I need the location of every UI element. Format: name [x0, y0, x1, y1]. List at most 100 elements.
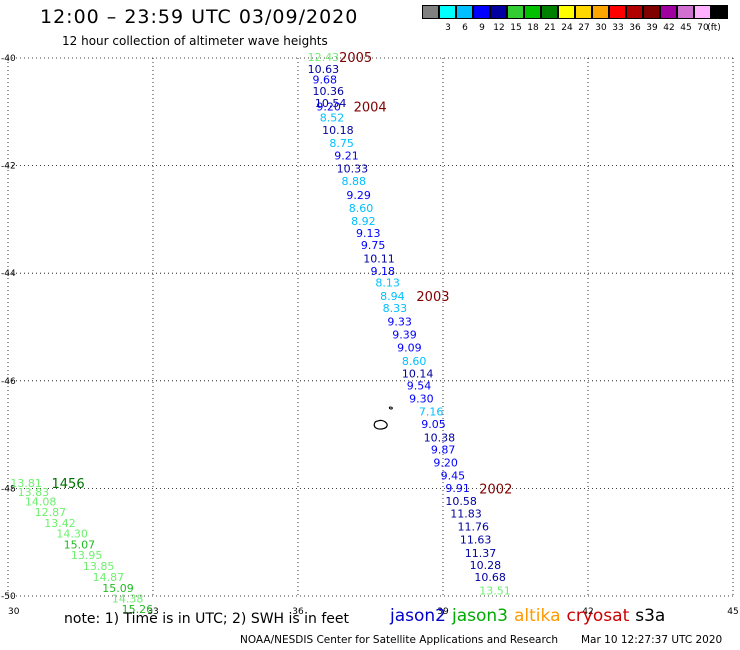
wave-height-value: 10.33	[337, 162, 369, 175]
wave-height-value: 9.20	[316, 100, 341, 113]
lon-tick-label: 45	[727, 607, 738, 617]
pass-time-label: 2004	[354, 100, 387, 115]
wave-height-value: 8.13	[375, 276, 400, 289]
lon-tick-label: 36	[292, 607, 304, 617]
wave-height-value: 8.92	[351, 215, 376, 228]
wave-height-value: 13.85	[83, 560, 115, 573]
satellite-name: jason3	[452, 606, 508, 626]
page-title: 12:00 – 23:59 UTC 03/09/2020	[40, 6, 359, 28]
wave-height-value: 9.21	[334, 149, 359, 162]
legend-value-label: 42	[663, 23, 675, 33]
wave-height-value: 9.20	[433, 457, 458, 470]
legend-value-label: 15	[510, 23, 522, 33]
wave-height-value: 8.75	[329, 137, 354, 150]
wave-height-value: 10.54	[315, 97, 347, 110]
satellite-key: jason2 jason3 altika cryosat s3a	[390, 606, 671, 626]
legend-swatch	[456, 5, 473, 19]
lat-tick-label: -50	[1, 592, 16, 602]
track-east: 12.4310.639.6810.3610.549.208.5210.188.7…	[308, 51, 511, 598]
altimeter-tracks: 12.4310.639.6810.3610.549.208.5210.188.7…	[10, 51, 510, 616]
legend-value-label: 24	[561, 23, 573, 33]
wave-height-value: 9.87	[431, 444, 456, 457]
map-axis-labels: 30 33 36 39 42 45 -40 -42 -44 -46 -48 -50	[1, 54, 739, 617]
wave-height-value: 11.76	[458, 521, 490, 534]
wave-height-value: 11.83	[450, 508, 482, 521]
legend-value-label: 12	[493, 23, 505, 33]
pass-time-label: 2005	[339, 51, 372, 66]
legend-value-label: 3	[445, 23, 451, 33]
wave-height-value: 15.26	[122, 603, 154, 616]
track-west: 13.8113.8314.0812.8713.4214.3015.0713.95…	[10, 477, 153, 616]
lat-tick-label: -46	[1, 377, 16, 387]
legend-swatch	[660, 5, 677, 19]
legend-value-label: 70	[697, 23, 709, 33]
wave-height-value: 9.75	[361, 239, 386, 252]
wave-height-value: 9.54	[407, 380, 432, 393]
legend-swatch	[677, 5, 694, 19]
legend-value-label: 6	[462, 23, 468, 33]
legend-swatch	[626, 5, 643, 19]
island-shape	[373, 419, 388, 430]
wave-height-value: 11.37	[465, 547, 497, 560]
pass-time-labels: 2005 2004 2003 2002 1456	[52, 51, 513, 497]
legend-swatch	[592, 5, 609, 19]
wave-height-value: 8.94	[380, 290, 405, 303]
map-grid	[7, 57, 734, 597]
legend-unit-label: (ft)	[707, 23, 721, 33]
wave-height-value: 10.28	[470, 559, 502, 572]
wave-height-value: 10.36	[313, 85, 345, 98]
legend-value-label: 27	[578, 23, 590, 33]
legend-swatch	[422, 5, 439, 19]
lat-tick-label: -48	[1, 484, 16, 494]
wave-height-value: 9.13	[356, 227, 381, 240]
wave-height-value: 13.83	[18, 486, 49, 499]
wave-height-value: 14.87	[93, 571, 125, 584]
units-note: note: 1) Time is in UTC; 2) SWH is in fe…	[64, 611, 350, 627]
wave-height-value: 9.33	[387, 316, 412, 329]
wave-height-value: 8.60	[349, 202, 374, 215]
wave-height-value: 12.43	[308, 51, 340, 64]
wave-height-value: 12.87	[35, 506, 66, 519]
legend-value-label: 21	[544, 23, 556, 33]
wave-height-value: 10.11	[363, 253, 395, 266]
wave-height-value: 13.51	[479, 585, 511, 598]
wave-height-value: 9.91	[445, 482, 470, 495]
wave-height-value: 10.68	[474, 571, 506, 584]
legend-swatch	[490, 5, 507, 19]
wave-height-value: 13.42	[44, 517, 76, 530]
wave-height-value: 9.05	[421, 418, 446, 431]
legend-swatch	[439, 5, 456, 19]
legend-swatch	[541, 5, 558, 19]
credit-line: NOAA/NESDIS Center for Satellite Applica…	[240, 634, 558, 646]
wave-height-value: 14.38	[112, 593, 143, 606]
wave-height-value: 15.07	[64, 538, 95, 551]
wave-height-value: 9.18	[371, 265, 396, 278]
lat-tick-label: -44	[1, 269, 16, 279]
wave-height-value: 9.45	[441, 469, 466, 482]
wave-height-value: 13.81	[10, 477, 42, 490]
wave-height-value: 9.09	[397, 341, 422, 354]
lat-tick-label: -42	[1, 162, 16, 172]
pass-time-label: 2003	[416, 290, 449, 305]
lon-tick-label: 33	[147, 607, 158, 617]
island-outline	[373, 406, 393, 430]
satellite-name: cryosat	[566, 606, 630, 626]
legend-value-label: 45	[680, 23, 692, 33]
legend-swatch	[575, 5, 592, 19]
legend-swatch	[558, 5, 575, 19]
wave-height-value: 7.16	[419, 405, 444, 418]
wave-height-value: 10.58	[445, 495, 477, 508]
pass-time-label: 2002	[479, 482, 512, 497]
lon-tick-label: 42	[582, 607, 593, 617]
page-subtitle: 12 hour collection of altimeter wave hei…	[62, 34, 328, 48]
wave-height-value: 9.68	[313, 74, 338, 87]
satellite-name: jason2	[390, 606, 446, 626]
wave-height-value: 14.30	[56, 528, 87, 541]
legend-swatch	[694, 5, 711, 19]
wave-height-value: 9.39	[392, 329, 417, 342]
wave-height-value: 10.18	[322, 124, 354, 137]
legend-swatch	[507, 5, 524, 19]
legend-swatch	[524, 5, 541, 19]
wave-height-value: 13.95	[71, 549, 103, 562]
